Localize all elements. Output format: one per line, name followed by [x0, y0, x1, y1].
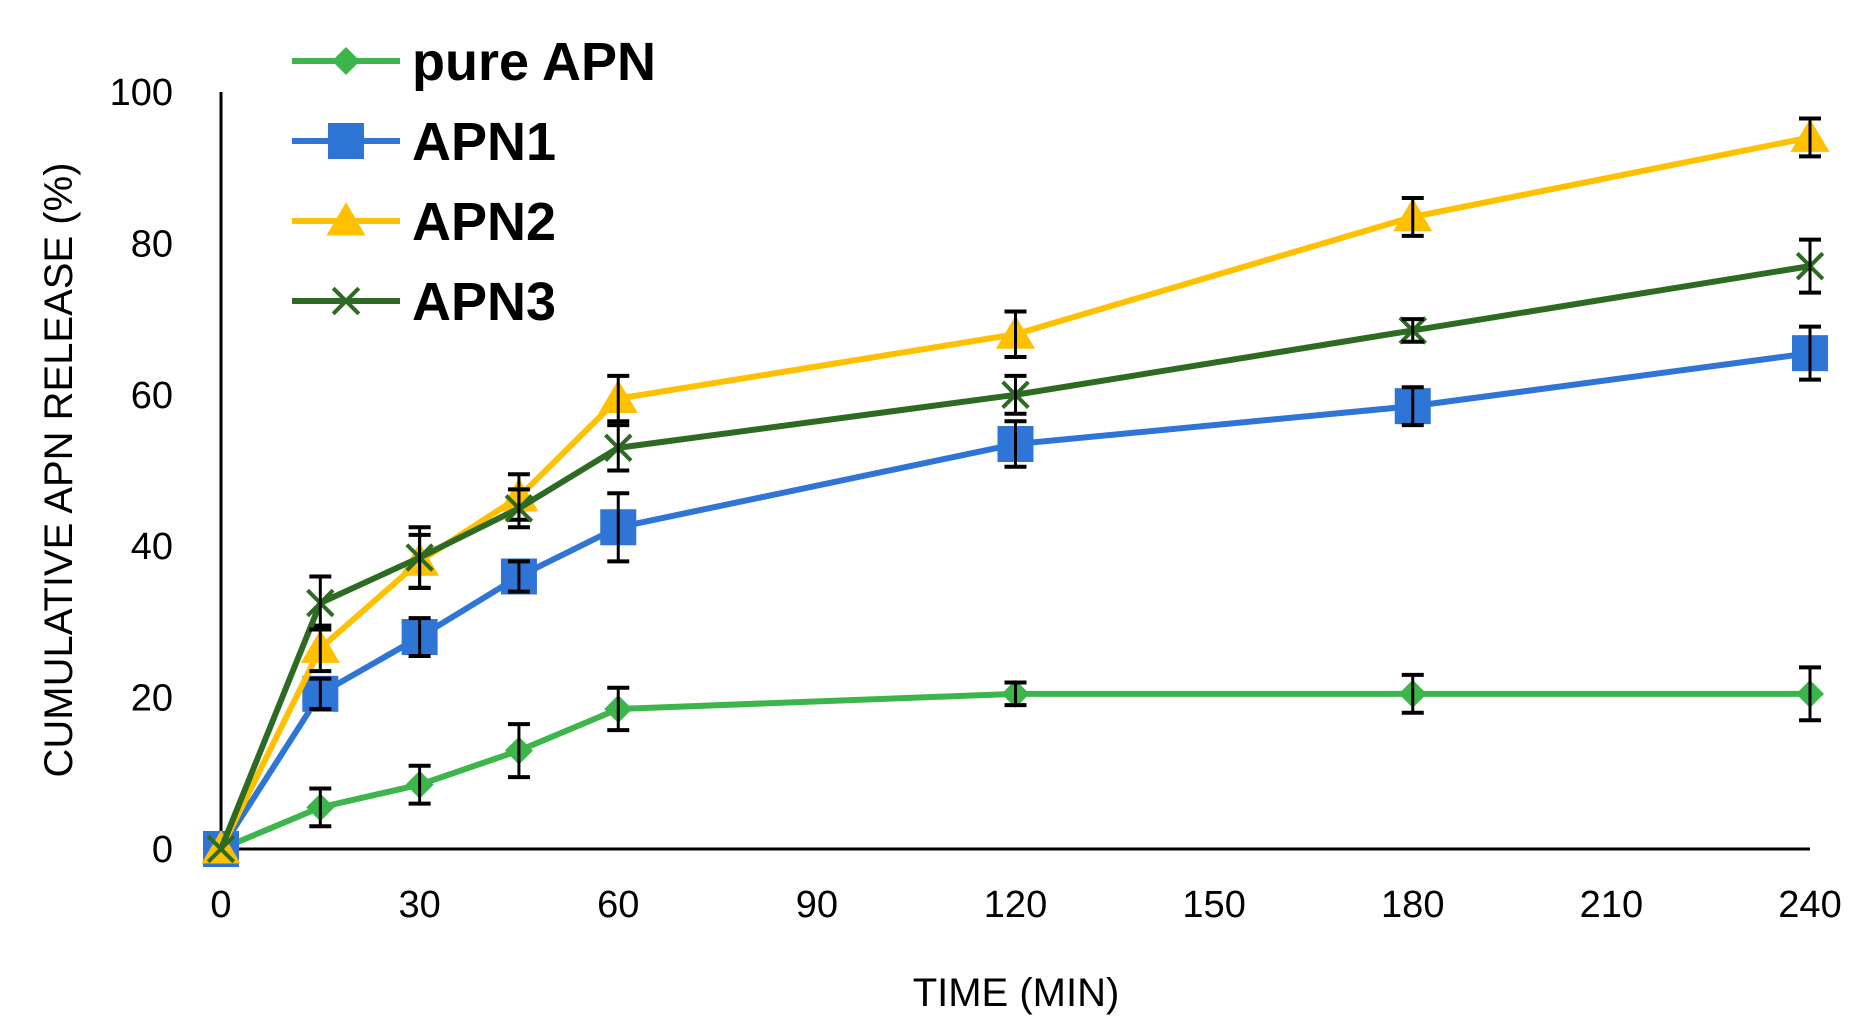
error-bar-apn3: [507, 487, 530, 530]
error-bar-pure-apn: [1401, 672, 1424, 715]
x-tick-label: 150: [1182, 884, 1245, 926]
error-bar-pure-apn: [309, 786, 332, 829]
error-bar-pure-apn: [408, 763, 431, 806]
error-bar-apn1: [507, 559, 530, 594]
error-bar-apn1: [1004, 419, 1027, 469]
x-tick-label: 60: [597, 884, 639, 926]
series-line-apn2: [218, 134, 1811, 851]
axes: CUMULATIVE APN RELEASE (%) TIME (MIN): [37, 92, 1810, 1015]
legend-swatch-marker-stroke-b: [331, 286, 361, 316]
data-point-apn3: [206, 834, 236, 864]
legend-label: APN2: [412, 192, 556, 252]
error-bar-apn3: [309, 574, 332, 632]
y-tick-label: 20: [131, 678, 173, 720]
y-tick-label: 0: [152, 829, 173, 871]
error-bar-apn2: [1004, 309, 1027, 359]
y-tick-label: 100: [110, 72, 173, 114]
legend-swatch-marker: [331, 286, 361, 316]
error-bar-pure-apn: [507, 722, 530, 780]
series-pure-apn: [207, 665, 1824, 863]
x-tick-label: 240: [1778, 884, 1841, 926]
legend-item-pure-apn: pure APN: [292, 32, 656, 92]
legend-label: APN1: [412, 112, 556, 172]
x-axis-title: TIME (MIN): [913, 971, 1120, 1015]
error-bar-apn3: [1401, 317, 1424, 344]
x-tick-label: 180: [1381, 884, 1444, 926]
legend-label: pure APN: [412, 32, 656, 92]
error-bar-apn2: [607, 373, 630, 424]
series-line-pure-apn: [219, 690, 1810, 852]
legend-item-apn1: APN1: [292, 112, 556, 172]
legend-item-apn3: APN3: [292, 272, 556, 332]
error-bar-apn2: [1799, 116, 1821, 159]
error-bar-apn1: [607, 491, 630, 564]
legend-swatch-marker: [328, 123, 364, 159]
error-bar-apn1: [408, 616, 431, 658]
error-bar-pure-apn: [607, 685, 630, 733]
series: [201, 116, 1830, 867]
error-bar-apn3: [408, 525, 431, 590]
y-tick-label: 40: [131, 526, 173, 568]
error-bar-apn1: [1799, 324, 1821, 382]
legend: pure APN APN1 APN2 APN3: [292, 32, 656, 332]
error-bar-apn2: [1401, 195, 1424, 238]
legend-label: APN3: [412, 272, 556, 332]
x-tick-label: 90: [796, 884, 838, 926]
series-line-apn3: [218, 263, 1811, 851]
legend-swatch-marker: [326, 202, 366, 236]
y-tick-label: 60: [131, 375, 173, 417]
x-tick-label: 30: [398, 884, 440, 926]
error-bar-pure-apn: [1004, 680, 1027, 708]
legend-item-apn2: APN2: [292, 192, 556, 252]
error-bar-apn3: [1004, 373, 1027, 416]
tick-labels: 0 20 40 60 80 100 0 30 60 90 120 150 180 210 240: [110, 72, 1842, 926]
error-bar-apn3: [607, 423, 630, 473]
series-apn3: [206, 237, 1825, 864]
data-point-apn3-stroke-b: [206, 834, 236, 864]
error-bar-apn1: [1401, 385, 1424, 428]
x-tick-label: 210: [1580, 884, 1643, 926]
error-bar-pure-apn: [1799, 665, 1821, 723]
legend-swatch-marker: [332, 47, 360, 75]
y-tick-label: 80: [131, 223, 173, 265]
x-tick-label: 0: [210, 884, 231, 926]
x-tick-label: 120: [984, 884, 1047, 926]
error-bar-apn1: [309, 676, 332, 711]
error-bar-apn3: [1799, 237, 1821, 295]
y-axis-title: CUMULATIVE APN RELEASE (%): [37, 163, 81, 778]
